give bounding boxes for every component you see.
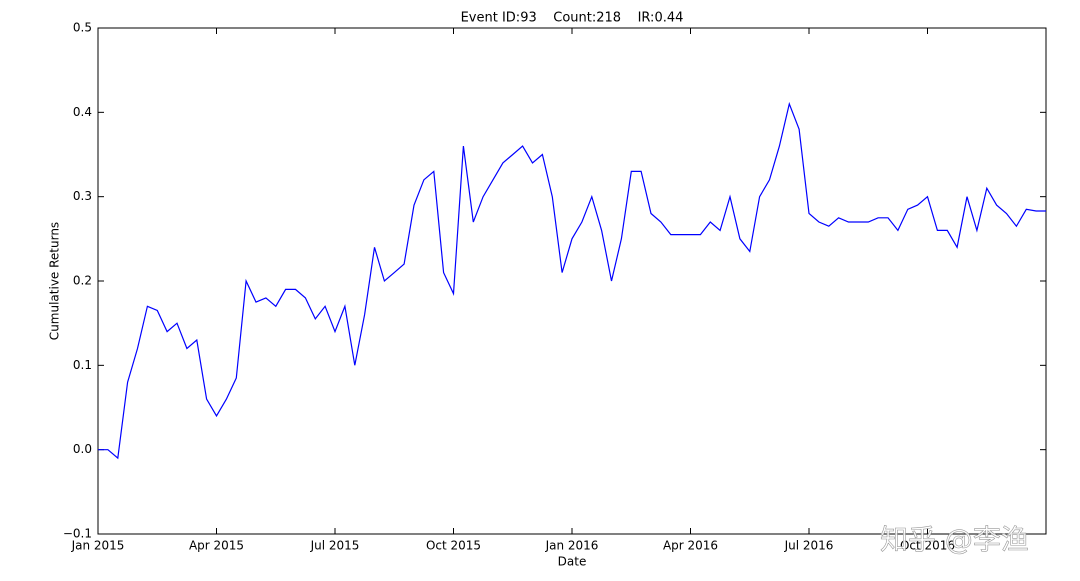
x-tick-label: Oct 2015 (426, 539, 481, 553)
chart-title: Event ID:93 Count:218 IR:0.44 (461, 11, 684, 26)
y-tick-label: 0.1 (73, 358, 92, 372)
plot-frame (97, 27, 1047, 535)
y-axis-label: Cumulative Returns (48, 222, 62, 340)
watermark: 知乎 @李渔 (880, 523, 1029, 556)
x-tick-label: Jan 2015 (71, 539, 125, 553)
y-tick-label: 0.4 (73, 105, 92, 119)
x-tick-label: Oct 2016 (900, 539, 955, 553)
data-line (98, 101, 1046, 460)
x-tick-label: Apr 2016 (663, 539, 718, 553)
y-tick-label: 0.0 (73, 442, 92, 456)
y-tick-label: 0.3 (73, 189, 92, 203)
y-tick-label: 0.5 (73, 21, 92, 35)
y-tick-label: 0.2 (73, 274, 92, 288)
x-tick-label: Jul 2015 (310, 539, 360, 553)
x-axis-label: Date (558, 555, 587, 569)
y-tick-label: −0.1 (63, 527, 92, 541)
x-tick-label: Apr 2015 (189, 539, 244, 553)
x-tick-label: Jul 2016 (784, 539, 834, 553)
x-tick-label: Jan 2016 (545, 539, 599, 553)
